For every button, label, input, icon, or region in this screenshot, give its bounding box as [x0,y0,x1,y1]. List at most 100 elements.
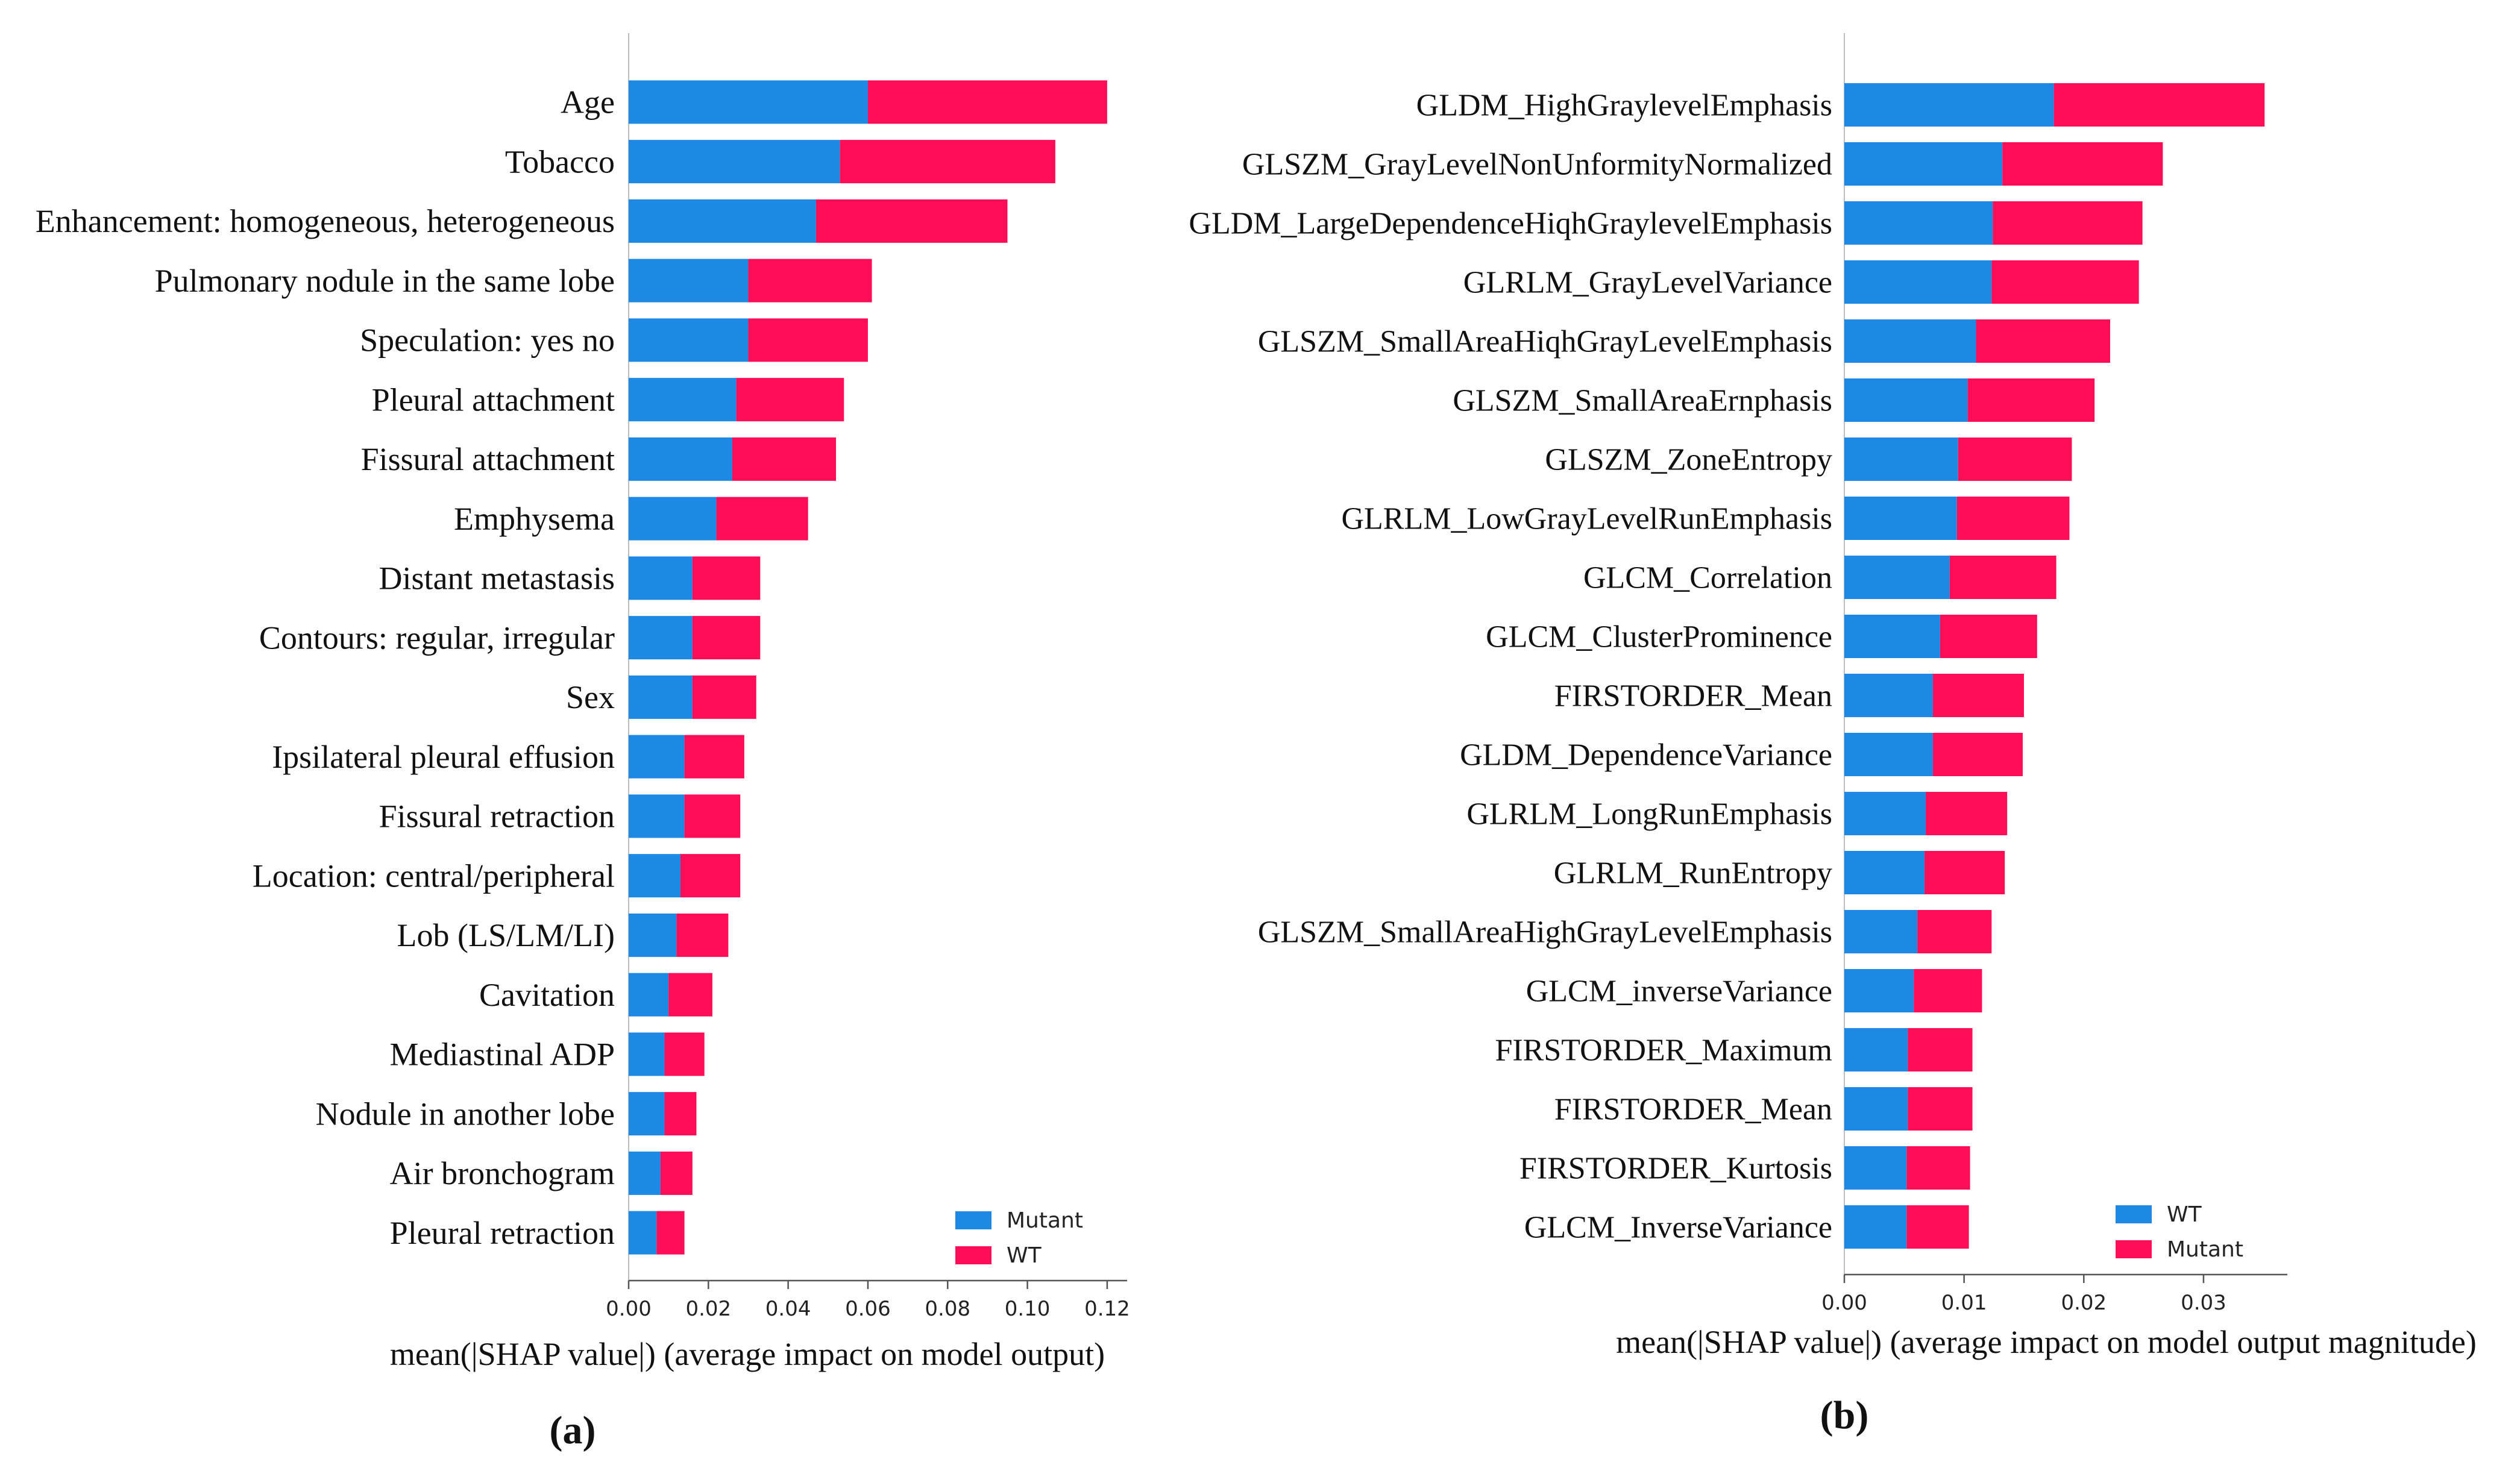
bar-wt-16 [664,1032,705,1076]
category-label: Lob (LS/LM/LI) [397,917,615,953]
bar-mutant-9 [1940,615,2037,658]
bar-wt-1 [840,140,1055,184]
legend-label-mutant: Mutant [1007,1208,1083,1233]
panel-label: (a) [550,1408,596,1452]
category-label: FIRSTORDER_Maximum [1495,1034,1832,1068]
bar-wt-17 [1844,1087,1908,1131]
category-label: Pulmonary nodule in the same lobe [155,263,615,299]
legend-label-mutant: Mutant [2167,1237,2243,1262]
bar-wt-11 [684,735,744,779]
bar-wt-19 [1844,1205,1907,1249]
bar-mutant-19 [1906,1205,1969,1249]
x-tick-label: 0.12 [1084,1297,1130,1321]
bar-mutant-7 [1956,497,2070,540]
bar-mutant-15 [629,973,669,1017]
bar-mutant-7 [629,497,717,541]
category-label: GLSZM_GrayLevelNonUnformityNormalized [1242,148,1832,182]
legend-swatch-mutant [2116,1240,2152,1258]
bar-mutant-10 [1933,674,2024,717]
bar-wt-2 [815,199,1008,243]
x-tick-label: 0.00 [606,1297,652,1321]
category-label: GLSZM_SmallAreaErnphasis [1453,384,1832,418]
legend-swatch-wt [2116,1205,2152,1223]
category-label: Cavitation [479,977,615,1013]
bar-wt-5 [736,378,844,422]
bar-mutant-2 [629,199,816,243]
bar-wt-9 [1844,615,1940,658]
bar-mutant-16 [1908,1028,1973,1071]
bar-wt-6 [732,437,837,481]
bar-wt-19 [656,1211,685,1255]
category-label: GLSZM_SmallAreaHiqhGrayLevelEmphasis [1258,325,1832,359]
bar-mutant-14 [1917,910,1992,953]
bar-mutant-10 [629,675,693,719]
category-label: GLRLM_RunEntropy [1554,856,1832,891]
category-label: GLRLM_LongRunEmphasis [1466,797,1832,832]
bar-mutant-8 [1949,556,2057,599]
category-label: Location: central/peripheral [253,858,615,894]
bar-wt-6 [1844,438,1958,481]
bar-wt-18 [1844,1146,1907,1190]
bar-wt-14 [1844,910,1918,953]
bar-wt-12 [1844,792,1926,835]
bar-mutant-17 [629,1092,665,1136]
bar-wt-17 [664,1092,697,1136]
category-label: Pleural attachment [372,381,615,418]
bar-mutant-6 [1958,438,2072,481]
bar-wt-2 [1844,201,1993,245]
legend-label-wt: WT [1007,1243,1042,1268]
chart-b: GLDM_HighGraylevelEmphasis GLSZM_GrayLeve… [1189,33,2477,1437]
bar-wt-8 [1844,556,1950,599]
category-label: GLCM_ClusterProminence [1486,620,1832,654]
bar-mutant-3 [1991,260,2139,304]
category-label: Fissural retraction [379,798,615,835]
legend-swatch-mutant [955,1211,991,1229]
bar-mutant-11 [1933,733,2023,776]
bar-wt-7 [716,497,808,541]
x-axis-label: mean(|SHAP value|) (average impact on mo… [1616,1324,2477,1360]
bar-mutant-19 [629,1211,657,1255]
bar-mutant-13 [629,854,681,898]
category-label: GLDM_DependenceVariance [1460,738,1832,773]
bar-wt-14 [676,913,729,957]
category-label: Air bronchogram [390,1155,615,1191]
x-tick-label: 0.00 [1821,1291,1867,1315]
bar-wt-13 [680,854,741,898]
bar-wt-16 [1844,1028,1908,1071]
legend-label-wt: WT [2167,1202,2202,1227]
x-tick-label: 0.02 [685,1297,731,1321]
bar-mutant-1 [2002,142,2163,186]
category-label: Emphysema [454,501,615,537]
category-label: Speculation: yes no [360,322,615,359]
bar-wt-9 [692,616,761,660]
category-label: FIRSTORDER_Mean [1554,679,1832,714]
bar-wt-4 [1844,319,1976,363]
chart-a: Age Tobacco Enhancement: homogeneous, hete… [36,33,1130,1452]
bar-mutant-3 [629,259,749,303]
bar-wt-15 [668,973,712,1017]
bar-wt-18 [660,1151,693,1195]
category-label: Enhancement: homogeneous, heterogeneous [36,203,615,239]
category-label: Nodule in another lobe [316,1096,615,1132]
bar-mutant-5 [1967,378,2095,422]
bar-mutant-8 [629,556,693,600]
bar-wt-0 [867,80,1107,124]
bar-mutant-17 [1908,1087,1973,1131]
category-label: GLRLM_GrayLevelVariance [1463,266,1832,300]
category-label: GLCM_InverseVariance [1524,1211,1832,1245]
bar-mutant-18 [1906,1146,1970,1190]
bar-mutant-4 [1976,319,2110,363]
panel-label: (b) [1820,1393,1869,1437]
bar-wt-1 [1844,142,2003,186]
bar-wt-0 [1844,83,2054,127]
category-label: Mediastinal ADP [390,1037,615,1073]
category-label: FIRSTORDER_Mean [1554,1093,1832,1127]
x-tick-label: 0.01 [1941,1291,1987,1315]
category-label: GLSZM_SmallAreaHighGrayLevelEmphasis [1258,915,1832,950]
x-tick-label: 0.10 [1005,1297,1051,1321]
bar-wt-7 [1844,497,1957,540]
category-label: Fissural attachment [361,441,615,477]
category-label: GLCM_inverseVariance [1526,974,1832,1009]
bar-mutant-9 [629,616,693,660]
